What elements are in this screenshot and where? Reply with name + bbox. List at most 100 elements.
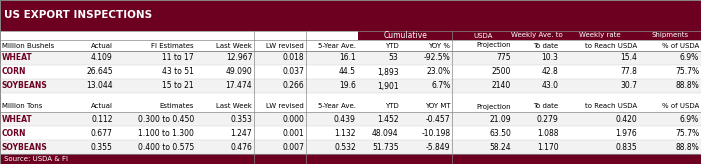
Text: To date: To date <box>533 42 559 49</box>
Text: 26.645: 26.645 <box>86 68 113 76</box>
Text: Source: USDA & FI: Source: USDA & FI <box>4 156 68 162</box>
Text: SOYBEANS: SOYBEANS <box>2 82 48 91</box>
Text: 0.007: 0.007 <box>283 143 304 152</box>
Text: 0.279: 0.279 <box>536 114 559 123</box>
Text: -10.198: -10.198 <box>421 129 450 137</box>
Text: 0.400 to 0.575: 0.400 to 0.575 <box>137 143 193 152</box>
Text: -0.457: -0.457 <box>426 114 450 123</box>
Text: 15.4: 15.4 <box>620 53 637 62</box>
Text: CORN: CORN <box>2 129 27 137</box>
Bar <box>0 126 701 140</box>
Text: 1.976: 1.976 <box>615 129 637 137</box>
Text: Shipments: Shipments <box>651 32 688 39</box>
Text: 1.452: 1.452 <box>377 114 399 123</box>
Text: YTD: YTD <box>385 42 399 49</box>
Text: 51.735: 51.735 <box>372 143 399 152</box>
Text: 1.100 to 1.300: 1.100 to 1.300 <box>138 129 193 137</box>
Text: 44.5: 44.5 <box>339 68 356 76</box>
Text: To date: To date <box>533 103 559 110</box>
Text: 16.1: 16.1 <box>339 53 356 62</box>
Bar <box>0 51 701 65</box>
Text: Last Week: Last Week <box>217 42 252 49</box>
Text: 5-Year Ave.: 5-Year Ave. <box>318 42 356 49</box>
Text: 1.088: 1.088 <box>537 129 559 137</box>
Text: % of USDA: % of USDA <box>662 42 699 49</box>
Text: CORN: CORN <box>2 68 27 76</box>
Text: 0.353: 0.353 <box>231 114 252 123</box>
Text: to Reach USDA: to Reach USDA <box>585 42 637 49</box>
Bar <box>0 0 701 31</box>
Text: 43 to 51: 43 to 51 <box>162 68 193 76</box>
Text: LW revised: LW revised <box>266 42 304 49</box>
Text: YOY %: YOY % <box>428 42 450 49</box>
Text: 2500: 2500 <box>491 68 511 76</box>
Text: 42.8: 42.8 <box>542 68 559 76</box>
Text: LW revised: LW revised <box>266 103 304 110</box>
Text: 49.090: 49.090 <box>226 68 252 76</box>
Text: 15 to 21: 15 to 21 <box>162 82 193 91</box>
Text: 5-Year Ave.: 5-Year Ave. <box>318 103 356 110</box>
Text: 53: 53 <box>389 53 399 62</box>
Text: Weekly rate: Weekly rate <box>579 32 620 39</box>
Text: 11 to 17: 11 to 17 <box>162 53 193 62</box>
Text: 21.09: 21.09 <box>489 114 511 123</box>
Text: -5.849: -5.849 <box>426 143 450 152</box>
Text: 0.266: 0.266 <box>283 82 304 91</box>
Text: 6.9%: 6.9% <box>680 53 699 62</box>
Text: to Reach USDA: to Reach USDA <box>585 103 637 110</box>
Text: 1,901: 1,901 <box>377 82 399 91</box>
Text: 1,893: 1,893 <box>377 68 399 76</box>
Text: SOYBEANS: SOYBEANS <box>2 143 48 152</box>
Text: 0.001: 0.001 <box>283 129 304 137</box>
Text: FI Estimates: FI Estimates <box>151 42 193 49</box>
Text: 23.0%: 23.0% <box>426 68 450 76</box>
Text: -92.5%: -92.5% <box>423 53 450 62</box>
Text: 0.835: 0.835 <box>615 143 637 152</box>
Text: 0.476: 0.476 <box>231 143 252 152</box>
Text: 4.109: 4.109 <box>91 53 113 62</box>
Bar <box>0 140 701 154</box>
Text: 1.132: 1.132 <box>334 129 356 137</box>
Text: 0.439: 0.439 <box>334 114 356 123</box>
Text: 19.6: 19.6 <box>339 82 356 91</box>
Text: Estimates: Estimates <box>159 103 193 110</box>
Text: 0.677: 0.677 <box>91 129 113 137</box>
Text: 30.7: 30.7 <box>620 82 637 91</box>
Text: 48.094: 48.094 <box>372 129 399 137</box>
Text: Cumulative: Cumulative <box>383 31 427 40</box>
Text: Weekly Ave. to: Weekly Ave. to <box>511 32 563 39</box>
Text: 10.3: 10.3 <box>541 53 559 62</box>
Text: 17.474: 17.474 <box>226 82 252 91</box>
Text: 75.7%: 75.7% <box>675 68 699 76</box>
Text: 13.044: 13.044 <box>86 82 113 91</box>
Text: YOY MT: YOY MT <box>425 103 450 110</box>
Text: 6.9%: 6.9% <box>680 114 699 123</box>
Text: 88.8%: 88.8% <box>675 143 699 152</box>
Text: % of USDA: % of USDA <box>662 103 699 110</box>
Text: 0.420: 0.420 <box>615 114 637 123</box>
Text: USDA: USDA <box>473 32 492 39</box>
Text: 88.8%: 88.8% <box>675 82 699 91</box>
Text: 1.247: 1.247 <box>231 129 252 137</box>
Text: Actual: Actual <box>90 103 113 110</box>
Text: Million Bushels: Million Bushels <box>2 42 54 49</box>
Text: WHEAT: WHEAT <box>2 53 33 62</box>
Text: 0.000: 0.000 <box>283 114 304 123</box>
Text: WHEAT: WHEAT <box>2 114 33 123</box>
Text: 0.037: 0.037 <box>283 68 304 76</box>
Text: YTD: YTD <box>385 103 399 110</box>
Text: 0.112: 0.112 <box>91 114 113 123</box>
Text: 6.7%: 6.7% <box>431 82 450 91</box>
Text: Projection: Projection <box>477 42 511 49</box>
Text: Actual: Actual <box>90 42 113 49</box>
Text: 1.170: 1.170 <box>537 143 559 152</box>
Text: Last Week: Last Week <box>217 103 252 110</box>
Bar <box>0 154 701 164</box>
Text: 75.7%: 75.7% <box>675 129 699 137</box>
Text: 43.0: 43.0 <box>541 82 559 91</box>
Bar <box>0 112 701 126</box>
Text: US EXPORT INSPECTIONS: US EXPORT INSPECTIONS <box>4 10 152 20</box>
Text: 2140: 2140 <box>492 82 511 91</box>
Bar <box>0 79 701 93</box>
Text: 77.8: 77.8 <box>620 68 637 76</box>
